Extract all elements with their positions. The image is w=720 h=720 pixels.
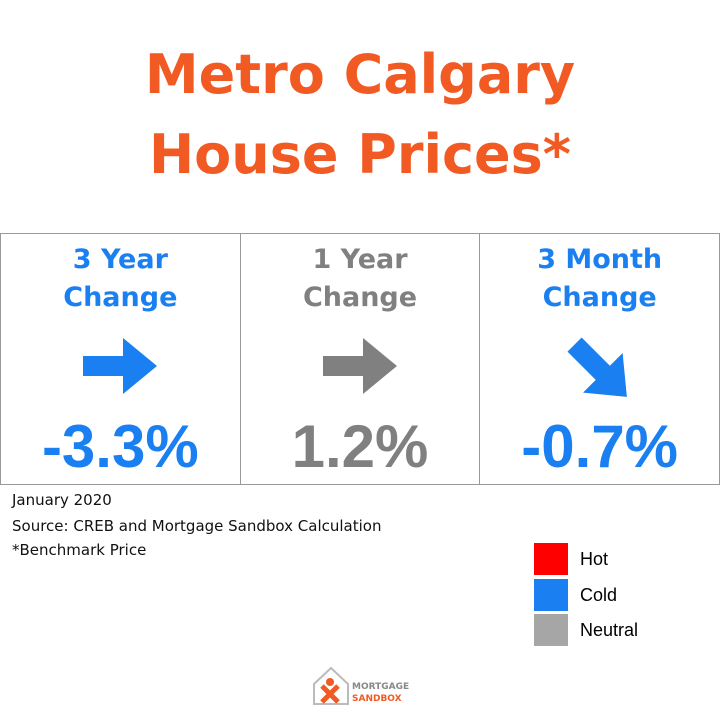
logo-icon (313, 666, 349, 705)
card-value: -3.3% (41, 413, 199, 480)
arrow (567, 337, 628, 397)
title-line: Metro Calgary (144, 43, 576, 106)
card-label: 1 Year (312, 244, 408, 275)
legend-label: Neutral (580, 620, 639, 640)
card-label: Change (542, 282, 657, 313)
legend-swatch (534, 579, 568, 611)
arrow (83, 338, 157, 394)
note: *Benchmark Price (12, 541, 147, 559)
legend-swatch (534, 543, 568, 575)
card-label: 3 Year (72, 244, 168, 275)
note: Source: CREB and Mortgage Sandbox Calcul… (12, 517, 382, 535)
title-line: House Prices* (148, 123, 572, 186)
note: January 2020 (12, 491, 112, 509)
legend-label: Hot (580, 549, 609, 569)
card-label: 3 Month (537, 244, 663, 275)
card: 3 Year Change -3.3% (1, 234, 240, 484)
card-value: -0.7% (521, 413, 679, 480)
legend-label: Cold (580, 585, 618, 605)
arrow (322, 338, 397, 394)
card-label: Change (63, 282, 178, 313)
cards: 3 Year Change -3.3% 1 Year Change 1.2% 3… (0, 233, 720, 485)
logo-text: MORTGAGE (352, 682, 410, 692)
card: 1 Year Change 1.2% (239, 234, 480, 484)
card: 3 Month Change -0.7% (479, 234, 719, 484)
card-label: Change (302, 282, 418, 313)
legend-swatch (534, 614, 568, 646)
card-value: 1.2% (291, 413, 429, 480)
logo-text: SANDBOX (352, 694, 402, 704)
